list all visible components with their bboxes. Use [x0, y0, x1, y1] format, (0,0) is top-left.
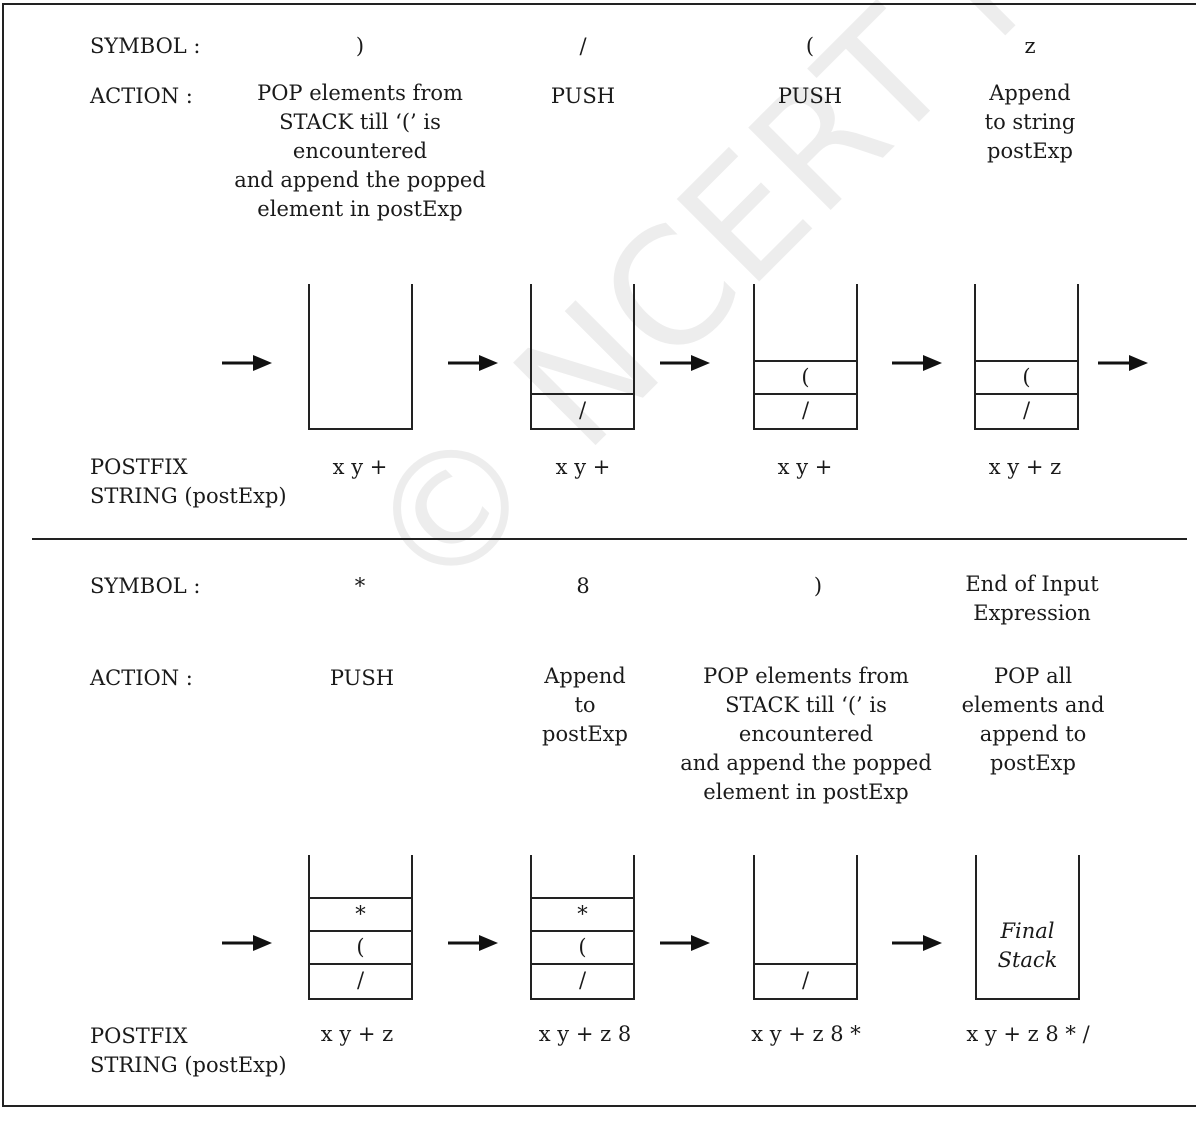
top-step-1-action: POP elements from STACK till ‘(’ is enco…: [234, 81, 486, 221]
top-step-1-stack: [308, 284, 413, 430]
top-step-4-item-2: (: [976, 360, 1077, 395]
figure-frame: [2, 3, 1196, 1107]
bottom-step-3-action: POP elements from STACK till ‘(’ is enco…: [680, 664, 932, 804]
bottom-step-1-symbol: *: [354, 574, 366, 598]
top-arrow-2-icon: [448, 355, 498, 371]
bottom-step-1-postfix: x y + z: [320, 1022, 394, 1046]
postfix-label-bottom-2: STRING (postExp): [90, 1053, 287, 1077]
bottom-step-4-action: POP all elements and append to postExp: [961, 664, 1105, 775]
top-arrow-4-icon: [892, 355, 942, 371]
top-step-3-symbol: (: [805, 34, 815, 58]
top-step-4-item-1: /: [976, 393, 1077, 428]
top-arrow-3-icon: [660, 355, 710, 371]
top-step-4-symbol: z: [1024, 34, 1036, 58]
postfix-label-top-2: STRING (postExp): [90, 484, 287, 508]
top-step-2-item-1: /: [532, 393, 633, 428]
postfix-label-top-1: POSTFIX: [90, 455, 188, 479]
top-step-4-postfix: x y + z: [988, 455, 1062, 479]
final-stack-label: Final Stack: [997, 919, 1058, 972]
bottom-step-3-symbol: ): [813, 574, 823, 598]
bottom-step-2-item-2: (: [532, 930, 633, 965]
top-step-3-item-2: (: [755, 360, 856, 395]
bottom-arrow-1-icon: [222, 935, 272, 951]
action-label-bottom: ACTION :: [90, 666, 193, 690]
bottom-step-1-action: PUSH: [329, 666, 395, 690]
bottom-step-4-postfix: x y + z 8 * /: [966, 1022, 1090, 1046]
top-step-2-action: PUSH: [550, 84, 616, 108]
top-step-4-stack: / (: [974, 284, 1079, 430]
symbol-label-top: SYMBOL :: [90, 34, 201, 58]
top-step-1-symbol: ): [355, 34, 365, 58]
action-label-top: ACTION :: [90, 84, 193, 108]
top-step-3-postfix: x y +: [777, 455, 833, 479]
bottom-step-2-item-1: /: [532, 963, 633, 998]
bottom-step-3-postfix: x y + z 8 *: [751, 1022, 861, 1046]
top-step-4-action: Append to string postExp: [984, 81, 1076, 163]
bottom-step-4-stack: Final Stack: [975, 855, 1080, 1000]
top-arrow-5-icon: [1098, 355, 1148, 371]
bottom-step-4-symbol: End of Input Expression: [965, 572, 1099, 625]
bottom-step-1-item-2: (: [310, 930, 411, 965]
bottom-step-2-symbol: 8: [576, 574, 590, 598]
bottom-arrow-2-icon: [448, 935, 498, 951]
top-step-3-action: PUSH: [777, 84, 843, 108]
top-step-3-item-1: /: [755, 393, 856, 428]
top-step-2-postfix: x y +: [555, 455, 611, 479]
top-arrow-1-icon: [222, 355, 272, 371]
section-divider: [32, 538, 1187, 540]
top-step-3-stack: / (: [753, 284, 858, 430]
bottom-step-2-item-3: *: [532, 897, 633, 932]
postfix-label-bottom-1: POSTFIX: [90, 1024, 188, 1048]
bottom-step-1-stack: / ( *: [308, 855, 413, 1000]
bottom-step-2-stack: / ( *: [530, 855, 635, 1000]
bottom-arrow-3-icon: [660, 935, 710, 951]
bottom-step-2-action: Append to postExp: [542, 664, 628, 746]
top-step-2-stack: /: [530, 284, 635, 430]
top-step-2-symbol: /: [579, 34, 587, 58]
top-step-1-postfix: x y +: [332, 455, 388, 479]
bottom-arrow-4-icon: [892, 935, 942, 951]
bottom-step-1-item-3: *: [310, 897, 411, 932]
bottom-step-3-item-1: /: [755, 963, 856, 998]
symbol-label-bottom: SYMBOL :: [90, 574, 201, 598]
bottom-step-3-stack: /: [753, 855, 858, 1000]
bottom-step-1-item-1: /: [310, 963, 411, 998]
bottom-step-2-postfix: x y + z 8: [538, 1022, 632, 1046]
